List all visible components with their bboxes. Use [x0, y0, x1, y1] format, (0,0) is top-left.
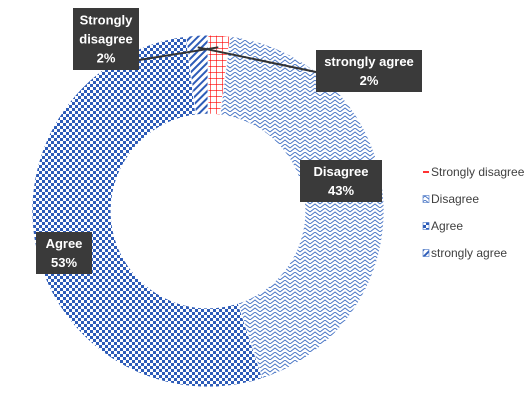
data-label-strongly-agree: strongly agree 2% — [316, 50, 422, 92]
legend-item-strongly-disagree: Strongly disagree — [423, 165, 525, 179]
slices-layer — [31, 34, 385, 388]
legend-label: Disagree — [431, 192, 479, 206]
data-label-box — [73, 8, 139, 70]
legend-item-disagree: Disagree — [422, 192, 479, 206]
legend: Strongly disagree Disagree Agree strongly a… — [422, 165, 525, 260]
legend-label: Agree — [431, 219, 463, 233]
legend-item-agree: Agree — [422, 219, 463, 233]
slice-disagree — [219, 35, 385, 379]
data-label-box — [300, 160, 382, 202]
legend-item-strongly-agree: strongly agree — [422, 246, 507, 260]
slice-strongly-agree — [185, 34, 209, 116]
data-label-text: strongly agree — [324, 54, 414, 69]
data-label-text: Disagree — [314, 164, 369, 179]
legend-marker — [422, 195, 430, 203]
data-label-text: Agree — [46, 236, 83, 251]
data-label-text: 2% — [97, 51, 116, 66]
data-label-text: 43% — [328, 183, 354, 198]
data-label-text: disagree — [79, 32, 132, 47]
leader-line-strongly-agree — [197, 46, 317, 73]
data-label-box — [36, 232, 92, 274]
leader-lines — [138, 46, 317, 73]
legend-marker — [422, 249, 430, 257]
legend-marker — [422, 222, 430, 230]
data-label-text: 2% — [360, 73, 379, 88]
legend-label: Strongly disagree — [431, 165, 525, 179]
data-labels: Strongly disagree 2% strongly agree 2% Disagr… — [36, 8, 422, 274]
data-label-box — [316, 50, 422, 92]
data-label-agree: Agree 53% — [36, 232, 92, 274]
legend-label: strongly agree — [431, 246, 507, 260]
data-label-text: Strongly — [80, 13, 133, 28]
data-label-text: 53% — [51, 255, 77, 270]
data-label-disagree: Disagree 43% — [300, 160, 382, 202]
data-label-strongly-disagree: Strongly disagree 2% — [73, 8, 139, 70]
